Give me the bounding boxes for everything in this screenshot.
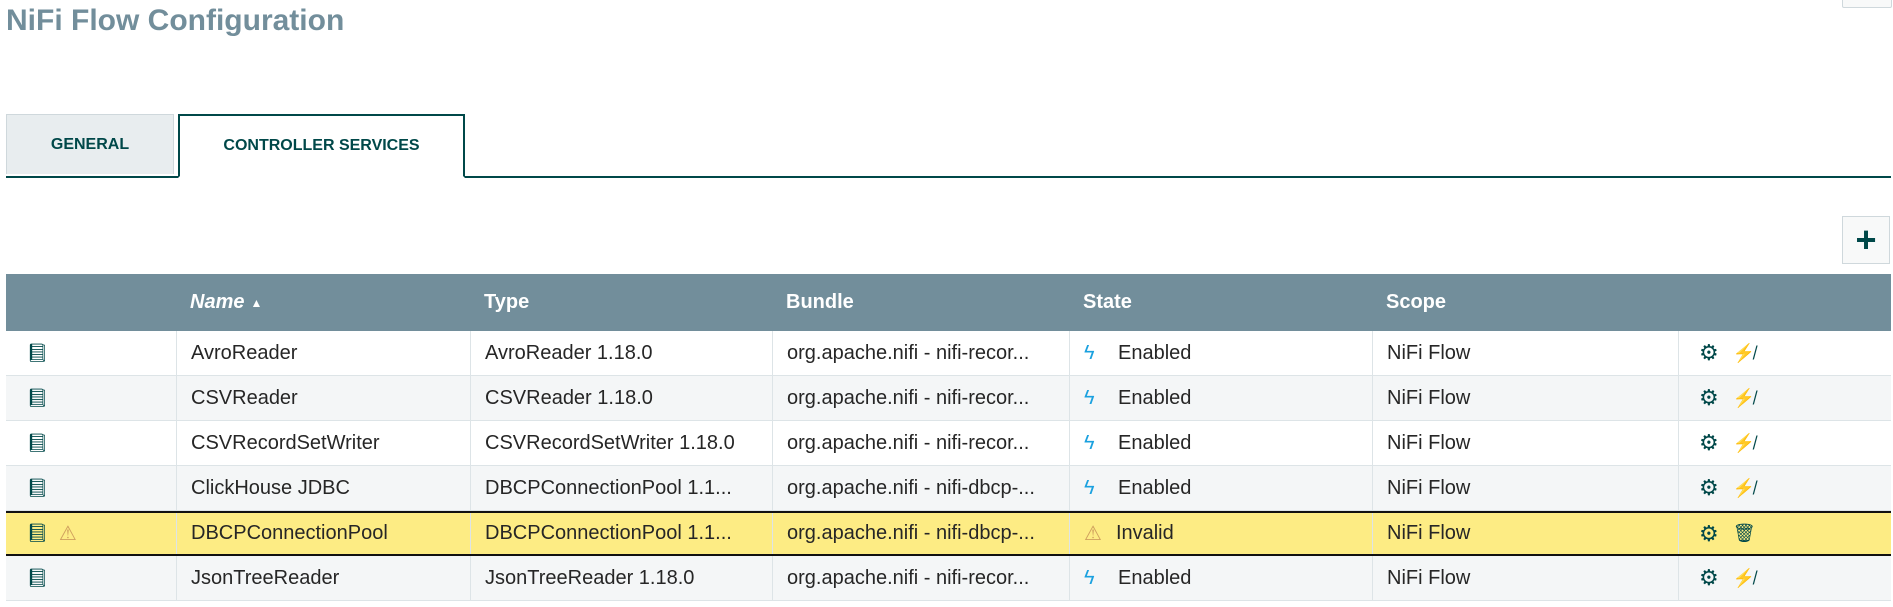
- state-label: Enabled: [1118, 566, 1192, 589]
- enabled-bolt-icon: ϟ: [1084, 431, 1095, 454]
- table-row[interactable]: 📘︎ ClickHouse JDBC DBCPConnectionPool 1.…: [6, 466, 1891, 511]
- trash-icon[interactable]: 🗑︎: [1732, 523, 1756, 543]
- tab-bar: GENERAL CONTROLLER SERVICES: [6, 114, 1891, 178]
- gear-icon[interactable]: ⚙: [1699, 385, 1719, 410]
- usage-book-icon[interactable]: 📘︎: [26, 567, 49, 588]
- column-header-label: Name: [190, 291, 245, 313]
- cell-bundle: org.apache.nifi - nifi-dbcp-...: [772, 466, 1069, 510]
- usage-book-icon[interactable]: 📘︎: [26, 387, 49, 408]
- cell-type: JsonTreeReader 1.18.0: [470, 556, 772, 600]
- enabled-bolt-icon: ϟ: [1084, 566, 1095, 589]
- warning-icon: ⚠: [1084, 523, 1102, 545]
- cell-bundle: org.apache.nifi - nifi-recor...: [772, 556, 1069, 600]
- table-row[interactable]: 📘︎ AvroReader AvroReader 1.18.0 org.apac…: [6, 331, 1891, 376]
- column-header-actions: [1678, 274, 1891, 331]
- cell-scope: NiFi Flow: [1372, 421, 1678, 465]
- cell-name: AvroReader: [176, 331, 470, 375]
- tab-general[interactable]: GENERAL: [6, 114, 174, 174]
- cell-name: ClickHouse JDBC: [176, 466, 470, 510]
- gear-icon[interactable]: ⚙: [1699, 565, 1719, 590]
- cell-name: DBCPConnectionPool: [176, 513, 470, 554]
- cell-type: DBCPConnectionPool 1.1...: [470, 466, 772, 510]
- cell-type: DBCPConnectionPool 1.1...: [470, 513, 772, 554]
- disable-icon[interactable]: ⚡̸: [1732, 342, 1756, 363]
- cell-state: ϟ Enabled: [1069, 331, 1372, 375]
- page-title: NiFi Flow Configuration: [6, 4, 345, 37]
- plus-icon: +: [1855, 219, 1877, 260]
- warning-icon[interactable]: ⚠: [58, 523, 77, 545]
- table-row[interactable]: 📘︎ JsonTreeReader JsonTreeReader 1.18.0 …: [6, 556, 1891, 601]
- cell-actions: ⚙ ⚡̸: [1678, 331, 1891, 375]
- enabled-bolt-icon: ϟ: [1084, 386, 1095, 409]
- state-label: Enabled: [1118, 386, 1192, 409]
- cell-name: JsonTreeReader: [176, 556, 470, 600]
- cell-name: CSVRecordSetWriter: [176, 421, 470, 465]
- cell-scope: NiFi Flow: [1372, 513, 1678, 554]
- cell-bundle: org.apache.nifi - nifi-recor...: [772, 331, 1069, 375]
- column-header-type[interactable]: Type: [484, 291, 530, 313]
- gear-icon[interactable]: ⚙: [1699, 430, 1719, 455]
- cell-state: ϟ Enabled: [1069, 556, 1372, 600]
- usage-book-icon[interactable]: 📘︎: [26, 523, 49, 543]
- cell-bundle: org.apache.nifi - nifi-recor...: [772, 376, 1069, 420]
- cell-state: ⚠ Invalid: [1069, 513, 1372, 554]
- row-icons: 📘︎: [6, 376, 176, 420]
- cell-state: ϟ Enabled: [1069, 421, 1372, 465]
- row-icons: 📘︎: [6, 421, 176, 465]
- column-header-icons: [6, 274, 176, 331]
- table-row[interactable]: 📘︎ ⚠ DBCPConnectionPool DBCPConnectionPo…: [6, 511, 1891, 556]
- table-header: Name ▲ Type Bundle State Scope: [6, 274, 1891, 331]
- usage-book-icon[interactable]: 📘︎: [26, 477, 49, 498]
- controller-services-table: Name ▲ Type Bundle State Scope 📘︎ AvroRea…: [6, 274, 1891, 601]
- enabled-bolt-icon: ϟ: [1084, 341, 1095, 364]
- row-icons: 📘︎: [6, 556, 176, 600]
- cell-state: ϟ Enabled: [1069, 466, 1372, 510]
- close-button[interactable]: [1842, 0, 1892, 8]
- state-label: Invalid: [1115, 522, 1174, 544]
- cell-name: CSVReader: [176, 376, 470, 420]
- cell-type: CSVReader 1.18.0: [470, 376, 772, 420]
- cell-scope: NiFi Flow: [1372, 466, 1678, 510]
- cell-scope: NiFi Flow: [1372, 331, 1678, 375]
- gear-icon[interactable]: ⚙: [1699, 475, 1719, 500]
- table-row[interactable]: 📘︎ CSVReader CSVReader 1.18.0 org.apache…: [6, 376, 1891, 421]
- cell-bundle: org.apache.nifi - nifi-dbcp-...: [772, 513, 1069, 554]
- gear-icon[interactable]: ⚙: [1699, 340, 1719, 365]
- cell-actions: ⚙ ⚡̸: [1678, 421, 1891, 465]
- cell-actions: ⚙ ⚡̸: [1678, 376, 1891, 420]
- state-label: Enabled: [1118, 431, 1192, 454]
- add-controller-service-button[interactable]: +: [1842, 216, 1890, 264]
- usage-book-icon[interactable]: 📘︎: [26, 432, 49, 453]
- cell-actions: ⚙ ⚡̸: [1678, 556, 1891, 600]
- tab-controller-services[interactable]: CONTROLLER SERVICES: [178, 114, 465, 178]
- cell-scope: NiFi Flow: [1372, 556, 1678, 600]
- column-header-bundle[interactable]: Bundle: [786, 291, 854, 313]
- state-label: Enabled: [1118, 341, 1192, 364]
- row-icons: 📘︎: [6, 466, 176, 510]
- cell-actions: ⚙ ⚡̸: [1678, 466, 1891, 510]
- disable-icon[interactable]: ⚡̸: [1732, 432, 1756, 453]
- column-header-scope[interactable]: Scope: [1386, 291, 1447, 313]
- column-header-name[interactable]: Name ▲: [176, 274, 470, 331]
- enabled-bolt-icon: ϟ: [1084, 476, 1095, 499]
- disable-icon[interactable]: ⚡̸: [1732, 387, 1756, 408]
- row-icons: 📘︎ ⚠: [6, 513, 176, 554]
- cell-bundle: org.apache.nifi - nifi-recor...: [772, 421, 1069, 465]
- cell-type: AvroReader 1.18.0: [470, 331, 772, 375]
- cell-state: ϟ Enabled: [1069, 376, 1372, 420]
- column-header-state[interactable]: State: [1083, 291, 1132, 313]
- cell-scope: NiFi Flow: [1372, 376, 1678, 420]
- row-icons: 📘︎: [6, 331, 176, 375]
- state-label: Enabled: [1118, 476, 1192, 499]
- cell-type: CSVRecordSetWriter 1.18.0: [470, 421, 772, 465]
- usage-book-icon[interactable]: 📘︎: [26, 342, 49, 363]
- gear-icon[interactable]: ⚙: [1699, 520, 1719, 546]
- table-row[interactable]: 📘︎ CSVRecordSetWriter CSVRecordSetWriter…: [6, 421, 1891, 466]
- disable-icon[interactable]: ⚡̸: [1732, 477, 1756, 498]
- sort-ascending-icon: ▲: [250, 295, 263, 310]
- disable-icon[interactable]: ⚡̸: [1732, 567, 1756, 588]
- cell-actions: ⚙ 🗑︎: [1678, 513, 1891, 554]
